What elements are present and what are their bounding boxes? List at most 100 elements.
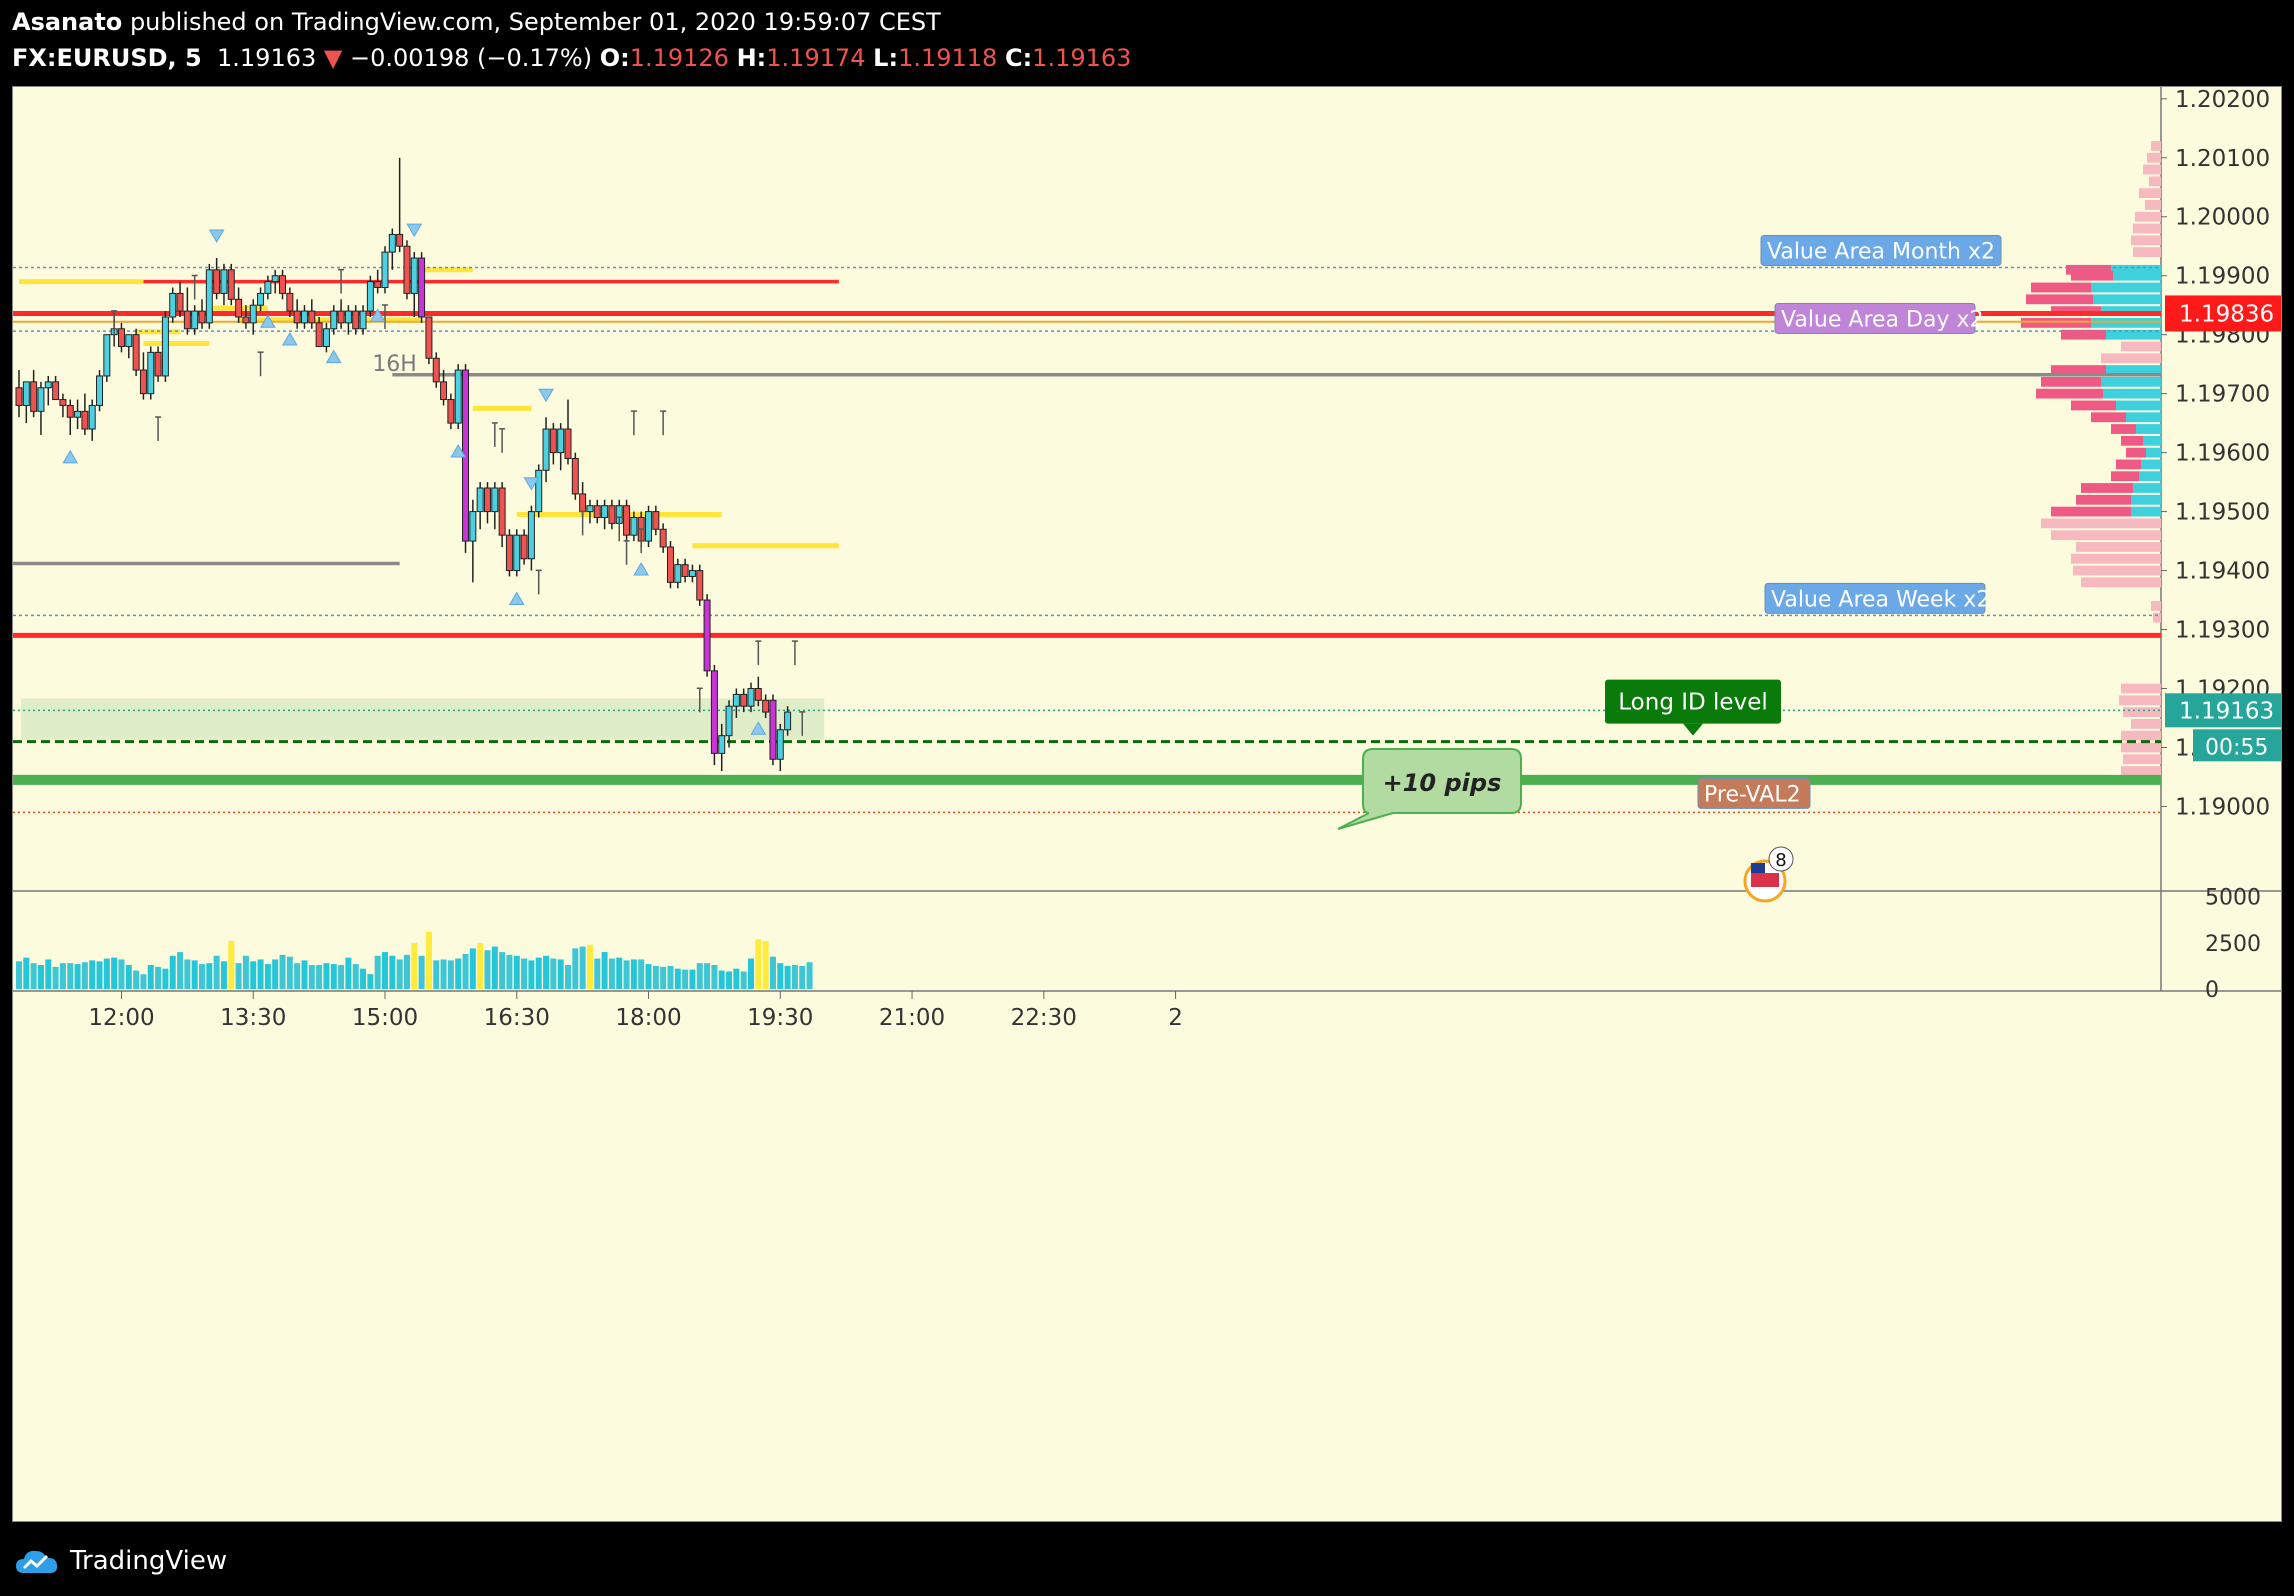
volume-profile-bar-sell [2051,530,2161,541]
volume-profile-bar-sell [2091,412,2126,423]
low-value: 1.19118 [898,44,998,72]
candle-body [249,304,257,324]
symbol-label[interactable]: FX:EURUSD, 5 [12,44,202,72]
volume-bar [382,952,388,989]
volume-bar [67,963,74,989]
volume-profile-bar-buy [2106,365,2161,375]
volume-bar [118,959,125,989]
value-area-day-label-text: Value Area Day x2 [1781,307,1983,332]
tradingview-cloud-icon[interactable] [14,1546,60,1576]
volume-profile-bar-sell [2111,471,2139,482]
volume-bar [645,964,652,989]
close-label: C: [1004,44,1033,72]
candle-body [425,316,433,359]
volume-bar [623,960,630,989]
candle-body [81,410,89,430]
volume-bar [286,956,293,989]
volume-profile-bar-sell [2151,141,2161,151]
volume-tick-label: 5000 [2205,886,2261,911]
candle-body [740,693,748,707]
value-area-week-label [1764,582,1986,614]
chart-frame[interactable]: 16H 1.20200 1.20100 1.20000 1.19900 1.19800 1.… [12,86,2282,1522]
candle-body [154,351,162,377]
volume-bar [455,958,462,989]
candle-body [30,381,38,412]
candle-body [549,428,557,454]
volume-profile-bar-sell [2145,200,2161,210]
volume-bar [762,941,769,989]
volume-bar [733,968,740,989]
volume-bar [696,963,703,989]
volume-profile-bar-sell [2121,766,2161,776]
price-tick-label: 1.19700 [2175,382,2270,408]
candle-body [359,310,367,330]
ohlc-line: FX:EURUSD, 5 1.19163 ▼ −0.00198 (−0.17%)… [12,44,1131,72]
volume-bar [374,955,381,989]
candle-body [169,292,177,318]
candle-body [403,245,411,294]
time-tick-label: 2 [1168,1005,1183,1031]
time-tick-label: 19:30 [747,1005,813,1031]
volume-bar [206,963,213,989]
volume-bar [506,954,513,989]
volume-bar [572,948,579,989]
candle-body [784,711,792,731]
candle-body [623,505,631,536]
candle-body [235,298,243,318]
volume-profile-bar-sell [2119,695,2161,706]
volume-bar [199,964,205,989]
pivot-down-triangle-icon [523,477,540,491]
volume-bar [184,959,191,989]
volume-bar [59,963,66,989]
candle-body [96,375,104,406]
volume-bar [469,948,476,989]
volume-profile-bar-sell [2066,264,2111,275]
volume-bar [601,952,608,989]
candle-body [161,316,169,377]
volume-bar [791,965,798,989]
volume-bar [543,955,550,989]
candle-body [710,670,718,754]
candle-body [608,505,616,524]
value-area-month-label-text: Value Area Month x2 [1767,239,1995,264]
volume-bar [528,960,535,989]
volume-bar [769,956,776,989]
event-count-text: 8 [1775,850,1786,871]
footer-brand[interactable]: TradingView [70,1546,228,1576]
volume-bar [586,944,593,989]
volume-bar [301,960,308,989]
time-tick-label: 13:30 [220,1005,286,1031]
volume-profile-bar-sell [2071,400,2116,411]
volume-bar [250,961,257,989]
chart-canvas[interactable]: 16H1.202001.201001.200001.199001.198001.… [13,87,2281,1521]
candle-body [688,570,696,577]
price-tick-label: 1.19500 [2175,500,2270,526]
volume-bar [594,958,601,989]
candle-body [483,487,491,513]
volume-bar [103,958,110,989]
volume-profile-bar-sell [2133,247,2161,258]
volume-tick-label: 2500 [2205,932,2261,957]
candle-body [718,735,726,754]
volume-bar [294,963,301,989]
volume-bar [37,965,44,989]
author-name[interactable]: Asanato [12,8,123,36]
us-flag-stripe [1751,873,1779,887]
volume-bar [425,931,432,989]
candle-body [601,505,609,518]
volume-bar [630,959,637,989]
pivot-down-triangle-icon [208,229,225,244]
volume-bar [228,941,235,989]
pivot-down-triangle-icon [538,388,554,403]
volume-profile-bar-sell [2116,459,2141,470]
long-id-level-text: Long ID level [1618,690,1767,716]
volume-bar [462,953,469,989]
volume-bar [52,966,59,989]
time-tick-label: 12:00 [88,1005,154,1031]
price-tick-label: 1.19900 [2175,264,2270,290]
long-id-level-pointer [1683,723,1703,736]
volume-bar [799,965,806,989]
volume-profile-bar-buy [2146,447,2161,458]
candle-body [300,310,308,324]
volume-bar [513,955,520,989]
